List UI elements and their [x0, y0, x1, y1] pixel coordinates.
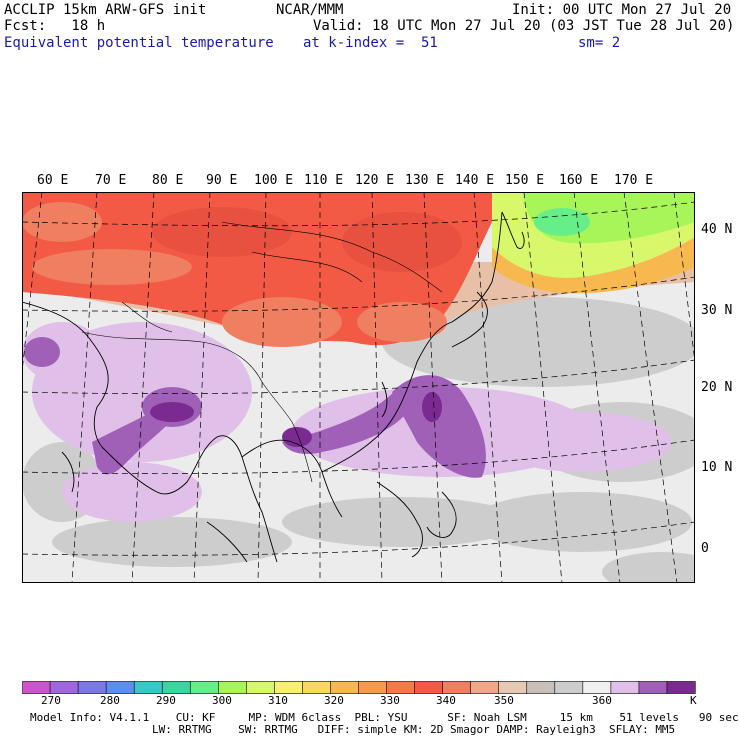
lon-label-110e: 110 E: [304, 173, 344, 188]
colorbar-swatch: [22, 681, 51, 694]
lon-label-150e: 150 E: [505, 173, 545, 188]
colorbar-swatch: [414, 681, 444, 694]
colorbar-swatch: [498, 681, 528, 694]
colorbar-tick-360: 360: [592, 694, 612, 707]
smoothing-label: sm= 2: [578, 35, 621, 51]
colorbar-swatch: [638, 681, 668, 694]
lat-label-20n: 20 N: [701, 380, 733, 395]
colorbar-swatch: [302, 681, 332, 694]
colorbar-swatch: [133, 681, 163, 694]
dark-red-patches: [152, 207, 462, 272]
lon-label-100e: 100 E: [254, 173, 294, 188]
colorbar-swatch: [442, 681, 472, 694]
producer-label: NCAR/MMM: [276, 2, 344, 18]
field-name: Equivalent potential temperature: [4, 35, 274, 51]
colorbar-tick-290: 290: [156, 694, 176, 707]
lat-label-0: 0: [701, 541, 709, 556]
colorbar-tick-350: 350: [494, 694, 514, 707]
dark-purple-patches: [150, 392, 442, 447]
colorbar-tick-340: 340: [436, 694, 456, 707]
colorbar-swatch: [105, 681, 135, 694]
theta-e-map: [22, 192, 695, 583]
colorbar-tick-270: 270: [41, 694, 61, 707]
green-core: [534, 208, 590, 236]
model-info-line1: Model Info: V4.1.1 CU: KF MP: WDM 6class…: [30, 711, 739, 724]
colorbar-swatch: [554, 681, 584, 694]
colorbar-unit: K: [690, 694, 697, 707]
colorbar-swatch: [330, 681, 360, 694]
colorbar-swatch: [49, 681, 79, 694]
lon-label-70e: 70 E: [95, 173, 127, 188]
colorbar-swatch: [77, 681, 107, 694]
colorbar-swatch: [161, 681, 191, 694]
colorbar-tick-310: 310: [268, 694, 288, 707]
colorbar-tick-280: 280: [100, 694, 120, 707]
lon-label-120e: 120 E: [355, 173, 395, 188]
colorbar-tick-300: 300: [212, 694, 232, 707]
colorbar-swatch: [470, 681, 500, 694]
colorbar: [22, 681, 696, 694]
lat-label-30n: 30 N: [701, 303, 733, 318]
lon-label-140e: 140 E: [455, 173, 495, 188]
colorbar-swatch: [189, 681, 219, 694]
lon-label-130e: 130 E: [405, 173, 445, 188]
colorbar-tick-330: 330: [380, 694, 400, 707]
valid-time: Valid: 18 UTC Mon 27 Jul 20 (03 JST Tue …: [313, 18, 735, 34]
coastlines: [22, 211, 525, 563]
colorbar-swatch: [582, 681, 612, 694]
graticule: [22, 192, 695, 583]
lon-label-90e: 90 E: [206, 173, 238, 188]
purple-patches: [24, 337, 486, 478]
level-label: at k-index = 51: [303, 35, 438, 51]
lon-label-80e: 80 E: [152, 173, 184, 188]
colorbar-swatch: [274, 681, 304, 694]
colorbar-swatch: [526, 681, 556, 694]
lon-label-160e: 160 E: [559, 173, 599, 188]
colorbar-tick-320: 320: [324, 694, 344, 707]
orange-band-ne: [492, 237, 695, 294]
colorbar-swatch: [246, 681, 275, 694]
lon-label-170e: 170 E: [614, 173, 654, 188]
model-info-line2: LW: RRTMG SW: RRTMG DIFF: simple KM: 2D …: [152, 723, 676, 736]
colorbar-swatch: [217, 681, 247, 694]
run-title: ACCLIP 15km ARW-GFS init: [4, 2, 207, 18]
lat-label-40n: 40 N: [701, 222, 733, 237]
colorbar-swatch: [358, 681, 388, 694]
colorbar-swatch: [610, 681, 640, 694]
init-time: Init: 00 UTC Mon 27 Jul 20: [512, 2, 732, 18]
lon-label-60e: 60 E: [37, 173, 69, 188]
forecast-hour: Fcst: 18 h: [4, 18, 106, 34]
orange-patches: [22, 202, 447, 347]
map-frame: [22, 192, 695, 583]
colorbar-swatch: [666, 681, 696, 694]
lat-label-10n: 10 N: [701, 460, 733, 475]
colorbar-swatch: [386, 681, 416, 694]
